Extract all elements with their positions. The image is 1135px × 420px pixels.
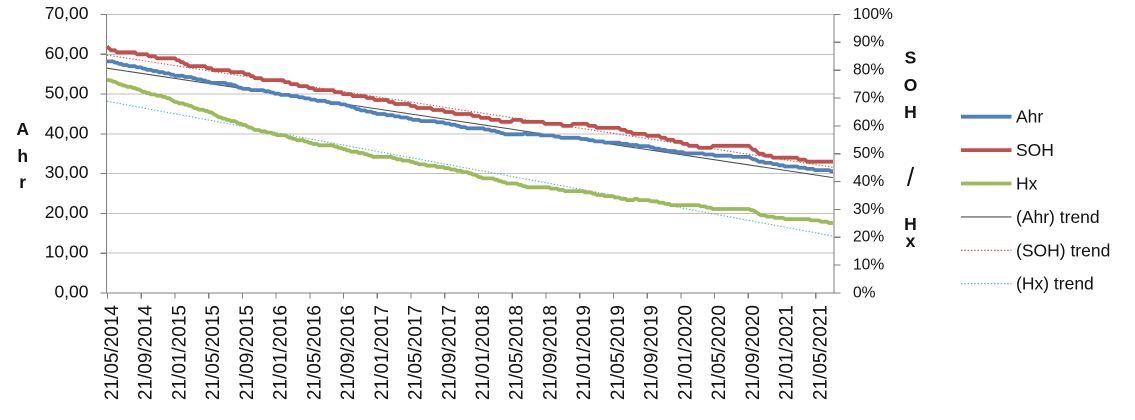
svg-text:A: A — [16, 119, 29, 139]
svg-text:30%: 30% — [853, 201, 884, 218]
svg-text:O: O — [904, 75, 918, 95]
svg-text:21/01/2015: 21/01/2015 — [170, 305, 191, 400]
svg-text:20,00: 20,00 — [45, 202, 89, 222]
svg-text:20%: 20% — [853, 229, 884, 246]
svg-text:40%: 40% — [853, 173, 884, 190]
svg-text:30,00: 30,00 — [45, 162, 89, 182]
svg-text:r: r — [19, 172, 26, 192]
svg-text:21/01/2016: 21/01/2016 — [271, 305, 292, 400]
svg-text:50%: 50% — [853, 145, 884, 162]
svg-text:21/09/2018: 21/09/2018 — [541, 305, 562, 400]
svg-text:100%: 100% — [853, 6, 893, 23]
svg-text:90%: 90% — [853, 34, 884, 51]
svg-text:0%: 0% — [853, 284, 876, 301]
svg-text:21/09/2014: 21/09/2014 — [136, 305, 157, 401]
svg-text:Hx: Hx — [1016, 174, 1038, 194]
svg-text:(Hx) trend: (Hx) trend — [1016, 274, 1094, 294]
svg-text:21/05/2021: 21/05/2021 — [810, 305, 831, 400]
svg-text:(Ahr) trend: (Ahr) trend — [1016, 207, 1100, 227]
svg-text:70%: 70% — [853, 90, 884, 107]
svg-text:21/09/2019: 21/09/2019 — [642, 305, 663, 400]
svg-text:21/05/2017: 21/05/2017 — [406, 305, 427, 400]
svg-text:21/05/2020: 21/05/2020 — [709, 305, 730, 400]
svg-text:21/09/2016: 21/09/2016 — [338, 305, 359, 400]
svg-text:0,00: 0,00 — [54, 282, 88, 302]
svg-text:21/01/2018: 21/01/2018 — [473, 305, 494, 400]
svg-text:21/05/2016: 21/05/2016 — [304, 305, 325, 400]
svg-text:SOH: SOH — [1016, 140, 1054, 160]
svg-text:h: h — [17, 146, 28, 166]
svg-text:/: / — [907, 162, 915, 192]
svg-text:80%: 80% — [853, 62, 884, 79]
svg-text:21/01/2021: 21/01/2021 — [777, 305, 798, 400]
svg-text:21/01/2020: 21/01/2020 — [675, 305, 696, 400]
svg-text:21/01/2019: 21/01/2019 — [574, 305, 595, 400]
svg-text:21/09/2015: 21/09/2015 — [237, 305, 258, 400]
svg-text:21/05/2015: 21/05/2015 — [203, 305, 224, 400]
svg-text:10%: 10% — [853, 257, 884, 274]
svg-text:21/09/2017: 21/09/2017 — [439, 305, 460, 400]
svg-text:S: S — [905, 48, 917, 68]
svg-text:21/05/2018: 21/05/2018 — [507, 305, 528, 400]
svg-text:x: x — [906, 231, 916, 251]
svg-text:(SOH) trend: (SOH) trend — [1016, 240, 1110, 260]
svg-text:H: H — [904, 214, 917, 234]
svg-text:21/05/2014: 21/05/2014 — [102, 305, 123, 401]
svg-text:Ahr: Ahr — [1016, 107, 1043, 127]
svg-text:60%: 60% — [853, 117, 884, 134]
svg-text:H: H — [904, 102, 917, 122]
svg-text:21/05/2019: 21/05/2019 — [608, 305, 629, 400]
svg-text:60,00: 60,00 — [45, 43, 89, 63]
svg-text:50,00: 50,00 — [45, 83, 89, 103]
svg-text:10,00: 10,00 — [45, 242, 89, 262]
svg-text:40,00: 40,00 — [45, 122, 89, 142]
svg-text:21/09/2020: 21/09/2020 — [743, 305, 764, 400]
svg-text:70,00: 70,00 — [45, 3, 89, 23]
svg-text:21/01/2017: 21/01/2017 — [372, 305, 393, 400]
